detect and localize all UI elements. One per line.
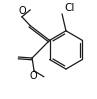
- Text: O: O: [30, 71, 37, 81]
- Text: O: O: [18, 6, 26, 16]
- Text: Cl: Cl: [64, 3, 74, 13]
